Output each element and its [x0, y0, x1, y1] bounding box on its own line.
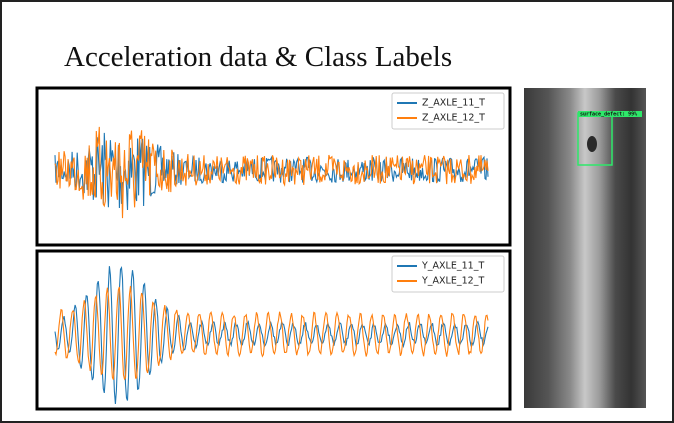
rail-photo — [524, 88, 646, 408]
legend-label: Y_AXLE_11_T — [421, 261, 484, 272]
camera-image: surface_defect: 99% — [524, 88, 646, 408]
plot-panel: Y_AXLE_11_T Y_AXLE_12_T — [37, 251, 510, 409]
slide-title: Acceleration data & Class Labels — [64, 41, 452, 73]
defect-spot — [587, 136, 597, 152]
legend-label: Z_AXLE_11_T — [422, 98, 485, 109]
detection-label: surface_defect: 99% — [580, 112, 637, 118]
slide: Acceleration data & Class Labels Z_AXLE_… — [0, 0, 674, 423]
plot-panel: Z_AXLE_11_T Z_AXLE_12_T — [37, 88, 510, 245]
legend-label: Y_AXLE_12_T — [421, 276, 484, 287]
legend-label: Z_AXLE_12_T — [422, 113, 485, 124]
